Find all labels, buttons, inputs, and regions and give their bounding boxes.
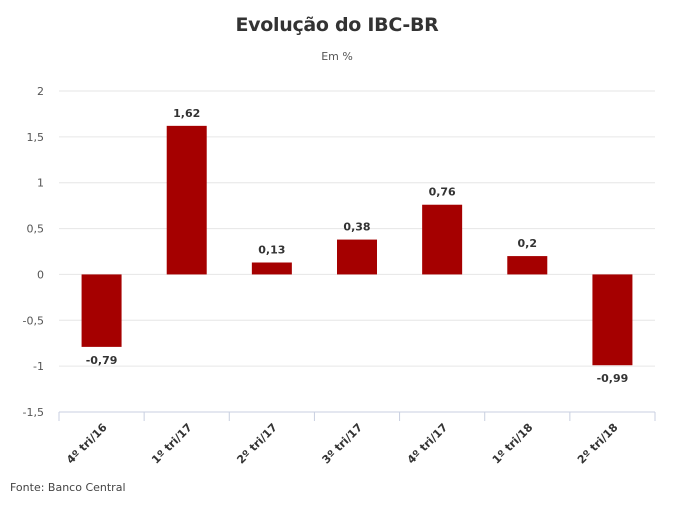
bar	[507, 256, 548, 275]
data-label: 0,2	[518, 237, 538, 250]
y-tick-label: 1,5	[27, 131, 45, 144]
data-label: 0,38	[343, 221, 370, 234]
y-tick-label: 2	[37, 85, 44, 98]
x-tick-label: 2º tri/17	[234, 421, 280, 467]
chart-subtitle: Em %	[321, 50, 353, 63]
source-note: Fonte: Banco Central	[10, 481, 126, 494]
y-tick-label: 0	[37, 268, 44, 281]
x-tick-label: 1º tri/17	[149, 421, 195, 467]
chart-title: Evolução do IBC-BR	[235, 14, 439, 36]
y-tick-label: 1	[37, 177, 44, 190]
data-label: -0,79	[86, 354, 118, 367]
bar	[166, 125, 207, 275]
bar	[81, 274, 122, 347]
data-label: 0,76	[429, 186, 456, 199]
data-label: 0,13	[258, 244, 285, 257]
bar	[592, 274, 633, 366]
bar	[337, 239, 377, 275]
y-tick-label: -0,5	[23, 314, 44, 327]
y-tick-label: 0,5	[27, 223, 45, 236]
y-tick-label: -1,5	[23, 406, 44, 419]
y-tick-label: -1	[33, 360, 44, 373]
x-tick-label: 3º tri/17	[320, 421, 366, 467]
bar	[251, 262, 292, 275]
bar	[422, 204, 463, 275]
x-tick-label: 4º tri/17	[405, 421, 451, 467]
x-tick-label: 2º tri/18	[575, 421, 621, 467]
x-tick-label: 1º tri/18	[490, 421, 536, 467]
x-tick-label: 4º tri/16	[64, 421, 110, 467]
data-label: 1,62	[173, 107, 200, 120]
data-label: -0,99	[597, 372, 629, 385]
